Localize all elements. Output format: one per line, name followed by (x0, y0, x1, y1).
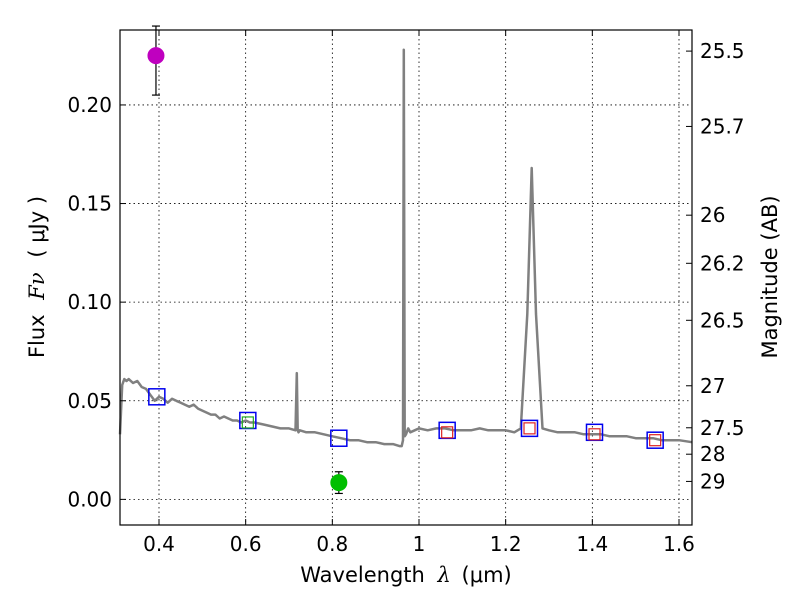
model-square-marker (330, 429, 348, 447)
y-tick-label: 0.15 (67, 192, 112, 216)
model-square-marker (148, 388, 166, 406)
x-axis-label: Wavelength λ (μm) (300, 563, 511, 587)
inner-square-marker (523, 422, 536, 435)
y-tick-label: 0.00 (67, 487, 112, 511)
model-square-marker (646, 431, 664, 449)
y2-tick-label: 28 (700, 442, 725, 466)
y2-tick-label: 29 (700, 469, 725, 493)
observed-point (330, 474, 348, 492)
x-tick-label: 0.8 (316, 532, 348, 556)
y-tick-label: 0.20 (67, 93, 112, 117)
inner-square-marker (588, 428, 601, 441)
x-tick-label: 1.4 (576, 532, 608, 556)
y-axis-label: Flux Fν ( μJy ) (25, 196, 49, 358)
marker-layer (147, 25, 664, 495)
y2-tick-label: 27 (700, 374, 725, 398)
tick-layer: 0.4 0.6 0.8 1 1.2 1.4 1.6 0.00 0.05 0.10 0.15 0.20 2… (67, 30, 745, 556)
x-tick-label: 0.6 (230, 532, 262, 556)
inner-square-marker (649, 434, 662, 447)
series-layer (118, 48, 693, 448)
y2-tick-label: 26 (700, 203, 725, 227)
inner-square-marker (441, 426, 454, 439)
y2-tick-label: 25.5 (700, 39, 745, 63)
model-square-marker (520, 419, 539, 438)
y2-tick-label: 25.7 (700, 114, 745, 138)
x-tick-label: 1.6 (663, 532, 695, 556)
inner-square-marker (241, 416, 254, 429)
y2-axis-label: Magnitude (AB) (758, 195, 782, 358)
x-tick-label: 0.4 (143, 532, 175, 556)
y2-tick-label: 26.2 (700, 251, 745, 275)
y2-tick-label: 26.5 (700, 308, 745, 332)
sed-model-line (118, 48, 693, 448)
y-tick-label: 0.05 (67, 389, 112, 413)
x-tick-label: 1 (413, 532, 426, 556)
grid-layer (120, 30, 692, 525)
x-tick-label: 1.2 (490, 532, 522, 556)
plot-frame (119, 29, 693, 526)
observed-point (147, 47, 165, 65)
y2-tick-label: 27.5 (700, 416, 745, 440)
y-tick-label: 0.10 (67, 290, 112, 314)
